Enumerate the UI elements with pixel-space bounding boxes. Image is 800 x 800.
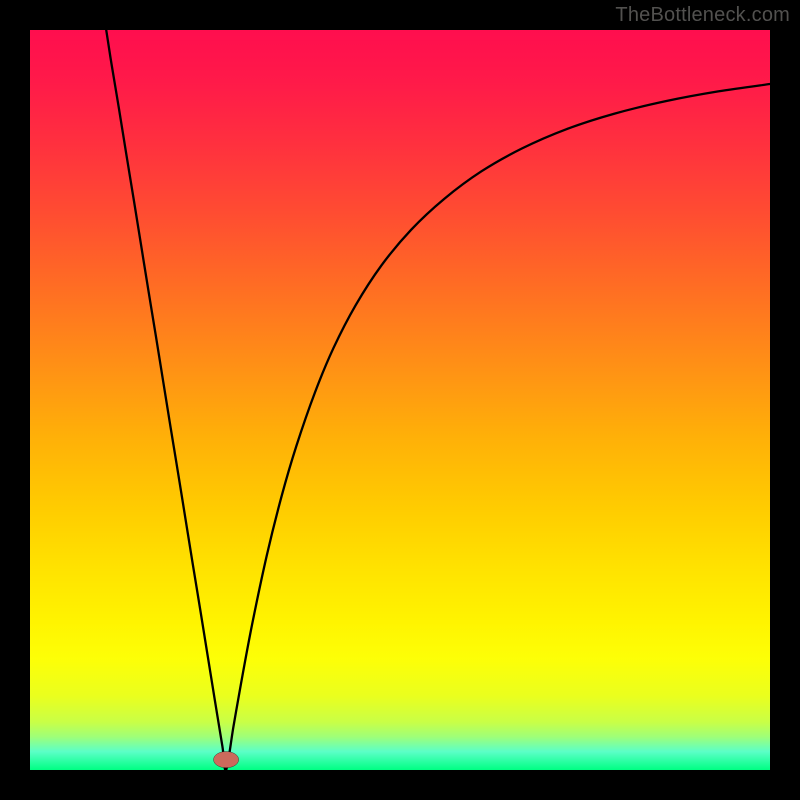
watermark-label: TheBottleneck.com	[615, 4, 790, 27]
plot-area	[30, 30, 770, 770]
gradient-background	[30, 30, 770, 770]
plot-svg	[30, 30, 770, 770]
minimum-marker	[214, 752, 239, 768]
chart-frame: TheBottleneck.com	[0, 0, 800, 800]
